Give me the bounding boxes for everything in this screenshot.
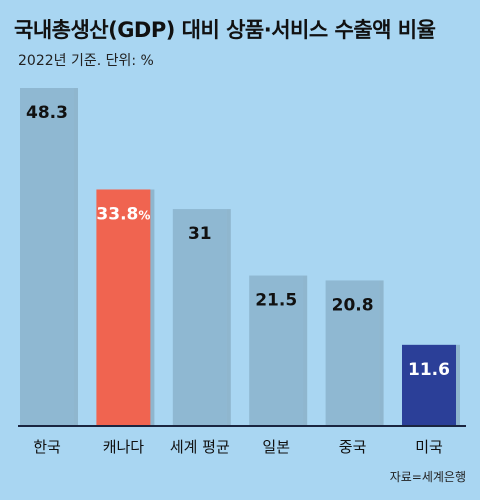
bar-shade <box>379 280 384 426</box>
value-label-3: 21.5 <box>255 291 297 311</box>
bar-3 <box>249 275 304 426</box>
category-label-3: 일본 <box>262 438 290 456</box>
category-label-1: 캐나다 <box>103 438 145 456</box>
bar-shade <box>150 189 155 426</box>
chart-subtitle: 2022년 기준. 단위: % <box>18 53 154 69</box>
source-note: 자료=세계은행 <box>389 470 466 484</box>
category-label-5: 미국 <box>415 438 443 456</box>
bar-2 <box>172 209 227 426</box>
bar-shade <box>303 275 308 426</box>
value-label-2: 31 <box>188 224 212 244</box>
value-label-1: 33.8% <box>96 204 150 224</box>
category-label-0: 한국 <box>33 438 61 456</box>
chart-title: 국내총생산(GDP) 대비 상품·서비스 수출액 비율 <box>14 18 436 42</box>
bar-shade <box>456 344 460 426</box>
bar-shade <box>226 209 231 426</box>
category-label-2: 세계 평균 <box>170 438 230 456</box>
value-label-4: 20.8 <box>332 295 374 315</box>
bar-shade <box>74 88 78 426</box>
bar-5 <box>402 344 456 426</box>
bar-0 <box>20 88 74 426</box>
bar-4 <box>325 280 380 426</box>
value-label-5: 11.6 <box>408 360 450 380</box>
value-label-0: 48.3 <box>26 103 68 123</box>
bar-1 <box>96 189 151 426</box>
category-label-4: 중국 <box>339 438 367 456</box>
